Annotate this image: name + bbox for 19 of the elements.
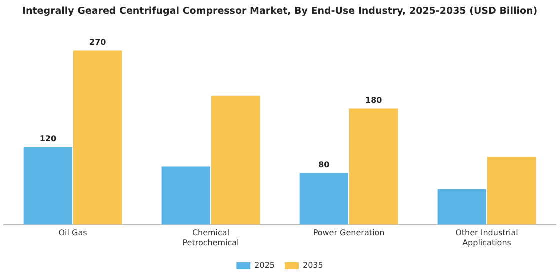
bar [487,157,536,225]
bar [24,147,73,225]
legend-label: 2025 [254,261,275,270]
chart-title: Integrally Geared Centrifugal Compressor Market, By End-Use Industry, 2025-2035 (USD Billion) [22,6,538,18]
bar [438,189,487,225]
legend-label: 2035 [303,261,324,270]
x-tick-label: Power Generation [313,228,385,238]
x-tick-label: Other Industrial Applications [456,228,518,248]
data-label: 80 [318,160,330,170]
bar [73,50,122,225]
bar [162,166,211,225]
x-tick-label: Chemical Petrochemical [182,228,240,248]
data-label: 270 [89,38,107,47]
bar [349,108,398,225]
bar [300,173,349,225]
x-tick-label: Oil Gas [58,228,88,238]
data-label: 180 [365,96,383,105]
bar [211,96,260,225]
data-label: 120 [40,134,57,144]
